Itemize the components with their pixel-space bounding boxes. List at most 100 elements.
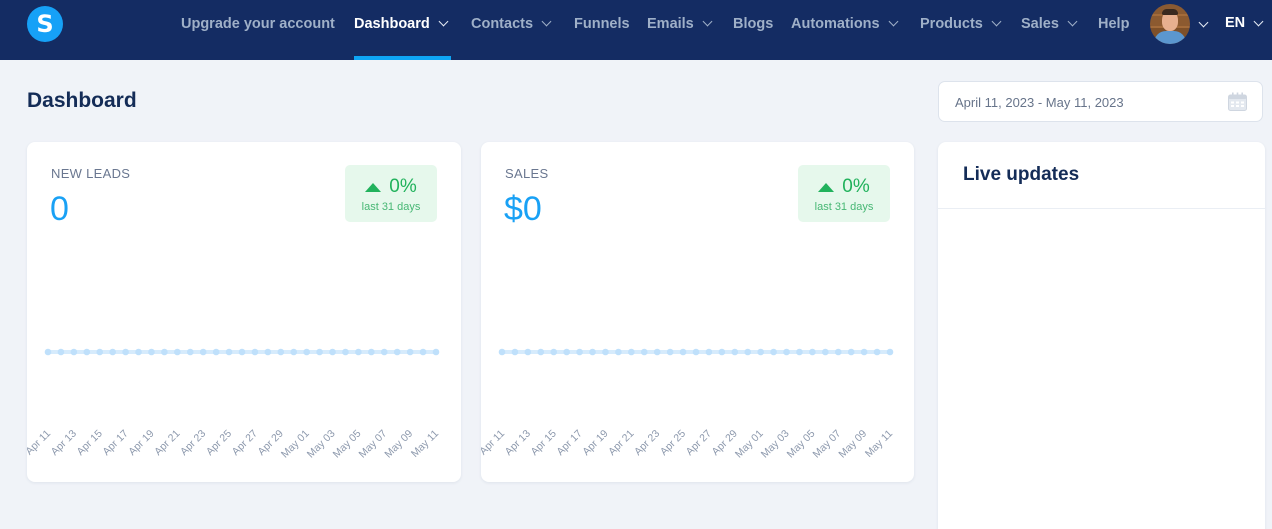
x-axis-tick-label: May 09	[836, 428, 869, 461]
nav-item-dashboard[interactable]: Dashboard	[354, 0, 451, 60]
data-point[interactable]	[135, 348, 142, 356]
x-axis-tick-label: Apr 13	[503, 428, 533, 458]
data-point[interactable]	[122, 348, 129, 356]
trend-up-icon	[365, 182, 382, 192]
data-point[interactable]	[834, 348, 842, 356]
data-point[interactable]	[679, 348, 687, 356]
nav-item-upgrade[interactable]: Upgrade your account	[181, 0, 335, 60]
x-axis-tick-label: May 03	[305, 428, 338, 461]
data-point[interactable]	[589, 348, 596, 356]
calendar-icon	[1228, 92, 1247, 111]
data-point[interactable]	[419, 348, 427, 356]
data-point[interactable]	[329, 348, 336, 356]
data-point[interactable]	[316, 348, 323, 356]
nav-item-label: Dashboard	[354, 16, 430, 32]
change-percent: 0%	[842, 176, 870, 197]
data-point[interactable]	[342, 348, 349, 356]
data-point[interactable]	[615, 348, 622, 356]
data-point[interactable]	[498, 348, 506, 356]
nav-item-contacts[interactable]: Contacts	[471, 0, 552, 60]
data-point[interactable]	[44, 348, 52, 356]
data-point[interactable]	[537, 348, 545, 356]
data-point[interactable]	[886, 348, 894, 356]
data-point[interactable]	[731, 348, 739, 356]
x-axis-tick-label: Apr 15	[74, 428, 104, 458]
nav-item-funnels[interactable]: Funnels	[574, 0, 630, 60]
data-point[interactable]	[873, 348, 881, 356]
date-range-picker[interactable]: April 11, 2023 - May 11, 2023	[938, 81, 1263, 122]
live-updates-panel: Live updates	[938, 142, 1265, 529]
data-point[interactable]	[705, 348, 713, 356]
data-point[interactable]	[653, 348, 661, 356]
date-range-value: April 11, 2023 - May 11, 2023	[955, 95, 1124, 110]
app-logo[interactable]: S	[27, 6, 63, 42]
data-point[interactable]	[290, 348, 298, 356]
data-point[interactable]	[393, 348, 401, 356]
data-point[interactable]	[380, 348, 388, 356]
data-point[interactable]	[303, 348, 310, 356]
data-point[interactable]	[692, 348, 700, 356]
data-point[interactable]	[199, 348, 207, 356]
avatar-face	[1162, 11, 1178, 31]
data-point[interactable]	[212, 348, 220, 356]
x-axis-tick-label: Apr 15	[528, 428, 558, 458]
user-avatar[interactable]	[1150, 4, 1190, 44]
data-point[interactable]	[96, 348, 104, 356]
divider	[938, 208, 1265, 209]
data-point[interactable]	[628, 348, 635, 356]
data-point[interactable]	[161, 348, 168, 356]
data-point[interactable]	[666, 348, 674, 356]
data-point[interactable]	[186, 348, 194, 356]
x-axis-tick-label: May 03	[759, 428, 792, 461]
change-percent: 0%	[389, 176, 417, 197]
data-point[interactable]	[406, 348, 414, 356]
data-point[interactable]	[277, 348, 285, 356]
data-point[interactable]	[109, 348, 116, 356]
nav-item-sales[interactable]: Sales	[1021, 0, 1078, 60]
user-menu-chevron-icon[interactable]	[1198, 17, 1209, 28]
data-point[interactable]	[550, 348, 558, 356]
data-point[interactable]	[264, 348, 272, 356]
nav-item-help[interactable]: Help	[1098, 0, 1129, 60]
nav-item-label: Funnels	[574, 16, 630, 32]
data-point[interactable]	[355, 348, 362, 356]
nav-item-products[interactable]: Products	[920, 0, 1002, 60]
data-point[interactable]	[174, 348, 181, 356]
data-point[interactable]	[238, 348, 246, 356]
x-axis-tick-label: Apr 25	[204, 428, 234, 458]
language-label: EN	[1225, 15, 1246, 31]
nav-item-blogs[interactable]: Blogs	[733, 0, 773, 60]
data-point[interactable]	[847, 348, 855, 356]
data-point[interactable]	[744, 348, 752, 356]
data-point[interactable]	[368, 348, 375, 356]
data-point[interactable]	[718, 348, 726, 356]
data-point[interactable]	[783, 348, 790, 356]
data-point[interactable]	[809, 348, 816, 356]
nav-item-emails[interactable]: Emails	[647, 0, 713, 60]
data-point[interactable]	[822, 348, 829, 356]
data-point[interactable]	[860, 348, 868, 356]
sales-card: SALES $0 0% last 31 days Apr 11 Apr 13 Apr…	[481, 142, 914, 482]
data-point[interactable]	[796, 348, 803, 356]
data-point[interactable]	[602, 348, 609, 356]
data-point[interactable]	[148, 348, 155, 356]
change-badge: 0% last 31 days	[345, 165, 437, 222]
nav-item-automations[interactable]: Automations	[791, 0, 899, 60]
data-point[interactable]	[432, 348, 440, 356]
data-point[interactable]	[83, 348, 91, 356]
data-point[interactable]	[70, 348, 78, 356]
language-selector[interactable]: EN	[1225, 15, 1264, 31]
chevron-down-icon	[438, 16, 449, 27]
data-point[interactable]	[576, 348, 583, 356]
data-point[interactable]	[770, 348, 777, 356]
data-point[interactable]	[757, 348, 764, 356]
data-point[interactable]	[57, 348, 65, 356]
metric-label: SALES	[505, 166, 549, 181]
data-point[interactable]	[251, 348, 259, 356]
data-point[interactable]	[524, 348, 532, 356]
data-point[interactable]	[563, 348, 570, 356]
top-navigation: S Upgrade your account Dashboard Contact…	[0, 0, 1272, 60]
data-point[interactable]	[640, 348, 648, 356]
data-point[interactable]	[225, 348, 233, 356]
data-point[interactable]	[511, 348, 519, 356]
